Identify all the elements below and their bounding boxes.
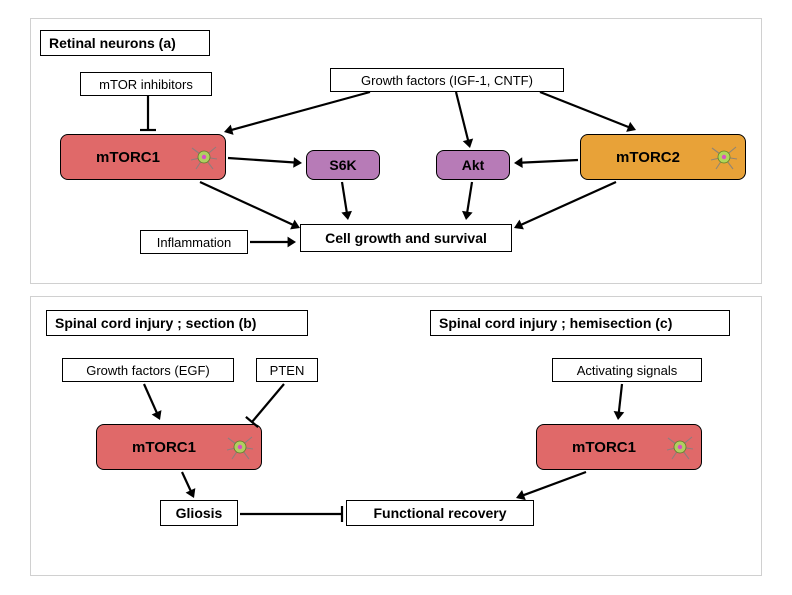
node-mtorc1-top: mTORC1 — [60, 134, 226, 180]
box-inflammation: Inflammation — [140, 230, 248, 254]
node-label: S6K — [329, 157, 356, 173]
node-mtorc1-b: mTORC1 — [96, 424, 262, 470]
header-spinal-section: Spinal cord injury ; section (b) — [46, 310, 308, 336]
node-s6k: S6K — [306, 150, 380, 180]
box-cell-growth: Cell growth and survival — [300, 224, 512, 252]
box-activating-signals: Activating signals — [552, 358, 702, 382]
node-label: mTORC1 — [132, 439, 196, 456]
header-spinal-hemisection: Spinal cord injury ; hemisection (c) — [430, 310, 730, 336]
node-label: mTORC1 — [96, 149, 160, 166]
node-akt: Akt — [436, 150, 510, 180]
box-gliosis: Gliosis — [160, 500, 238, 526]
box-mtor-inhibitors: mTOR inhibitors — [80, 72, 212, 96]
diagram-canvas: Retinal neurons (a) Spinal cord injury ;… — [0, 0, 792, 595]
node-label: Akt — [462, 157, 485, 173]
node-label: mTORC2 — [616, 149, 680, 166]
box-pten: PTEN — [256, 358, 318, 382]
box-growth-factors-top: Growth factors (IGF-1, CNTF) — [330, 68, 564, 92]
node-mtorc2: mTORC2 — [580, 134, 746, 180]
header-retinal-neurons: Retinal neurons (a) — [40, 30, 210, 56]
box-functional-recovery: Functional recovery — [346, 500, 534, 526]
node-label: mTORC1 — [572, 439, 636, 456]
node-mtorc1-c: mTORC1 — [536, 424, 702, 470]
box-growth-factors-egf: Growth factors (EGF) — [62, 358, 234, 382]
